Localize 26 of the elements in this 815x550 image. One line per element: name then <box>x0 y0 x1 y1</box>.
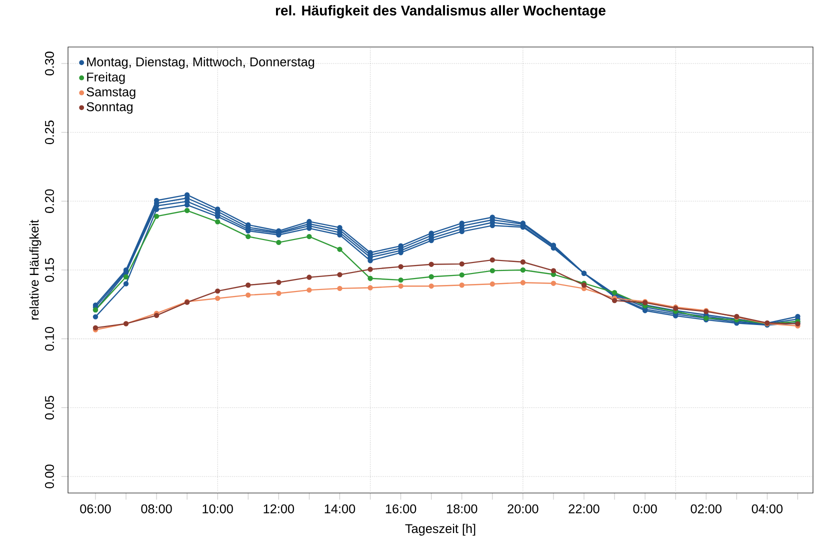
y-tick-label: 0.00 <box>44 464 54 488</box>
legend-label: Montag, Dienstag, Mittwoch, Donnerstag <box>87 57 314 69</box>
x-tick-label: 10:00 <box>202 504 233 514</box>
x-tick-label: 18:00 <box>446 504 478 514</box>
x-tick-label: 02:00 <box>690 504 722 514</box>
legend-label: Freitag <box>87 72 125 84</box>
x-tick-label: 12:00 <box>264 504 294 514</box>
legend-label: Sonntag <box>86 102 132 114</box>
x-axis-title: Tageszeit [h] <box>405 524 476 536</box>
y-tick-label: 0.15 <box>44 258 54 282</box>
x-tick-label: 20:00 <box>508 504 538 514</box>
x-tick-label: 16:00 <box>386 504 416 514</box>
chart-title: rel. Häufigkeit des Vandalismus aller Wochentage <box>276 5 606 18</box>
x-tick-label: 04:00 <box>752 504 783 514</box>
x-tick-label: 14:00 <box>324 504 356 514</box>
y-tick-label: 0.25 <box>44 120 54 144</box>
legend-label: Samstag <box>86 87 136 99</box>
y-tick-label: 0.10 <box>44 326 54 351</box>
y-axis-title: relative Häufigkeit <box>29 220 42 320</box>
x-tick-label: 0:00 <box>633 504 657 514</box>
y-tick-label: 0.05 <box>44 396 54 420</box>
x-tick-label: 22:00 <box>568 504 600 514</box>
y-tick-label: 0.30 <box>44 52 54 76</box>
x-tick-label: 06:00 <box>80 504 111 514</box>
x-tick-label: 08:00 <box>141 504 172 514</box>
y-tick-label: 0.20 <box>44 189 54 213</box>
